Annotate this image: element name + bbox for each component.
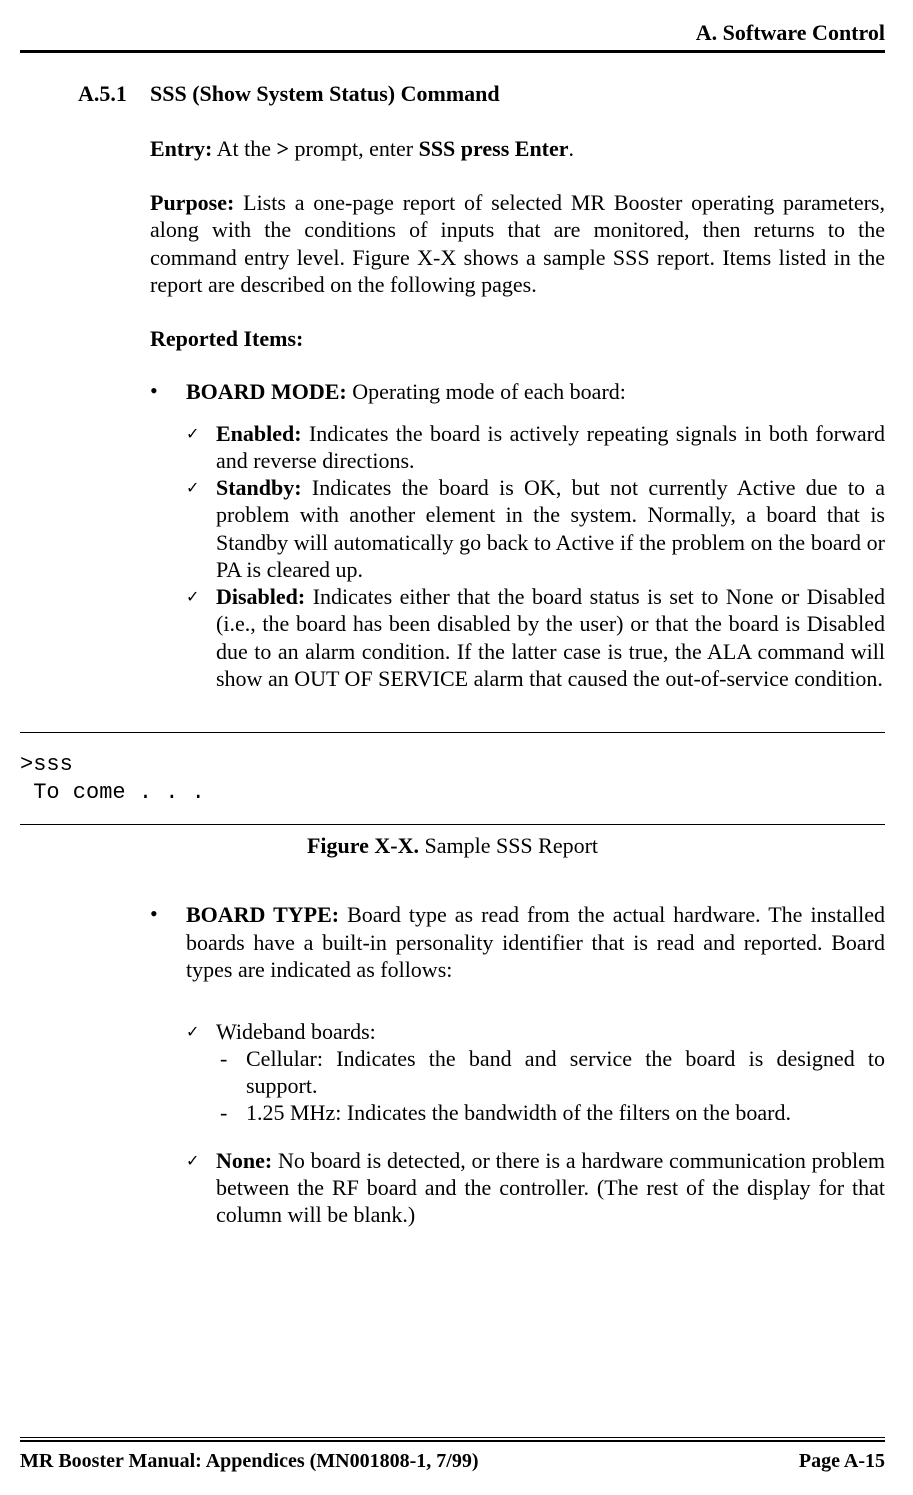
disabled-label: Disabled: (216, 584, 305, 609)
reported-label-text: Reported Items: (150, 326, 303, 351)
boardtype-bullet: • BOARD TYPE: Board type as read from th… (150, 901, 885, 984)
cellular-row: - Cellular: Indicates the band and servi… (216, 1045, 885, 1100)
wideband-row: ✓ Wideband boards: - Cellular: Indicates… (186, 1018, 885, 1127)
boardmode-bullet: • BOARD MODE: Operating mode of each boa… (150, 378, 885, 406)
check-icon: ✓ (186, 1018, 216, 1127)
footer: MR Booster Manual: Appendices (MN001808-… (20, 1437, 885, 1473)
cellular-text: Cellular: Indicates the band and service… (246, 1045, 885, 1100)
mhz-text: 1.25 MHz: Indicates the bandwidth of the… (246, 1099, 885, 1126)
header-title: A. Software Control (20, 20, 885, 46)
entry-prompt: > (277, 136, 290, 161)
mhz-row: - 1.25 MHz: Indicates the bandwidth of t… (216, 1099, 885, 1126)
bullet-icon: • (150, 901, 186, 984)
standby-row: ✓ Standby: Indicates the board is OK, bu… (186, 474, 885, 583)
boardtype-label: BOARD TYPE: (186, 902, 339, 927)
footer-right: Page A-15 (799, 1450, 885, 1473)
bullet-icon: • (150, 378, 186, 406)
header-rule (20, 50, 885, 53)
purpose-label: Purpose: (150, 190, 234, 215)
none-label: None: (216, 1148, 272, 1173)
figure-label: Figure X-X. (307, 833, 419, 858)
footer-left: MR Booster Manual: Appendices (MN001808-… (20, 1450, 479, 1473)
none-row: ✓ None: No board is detected, or there i… (186, 1147, 885, 1229)
dash-icon: - (216, 1099, 246, 1126)
disabled-text: Indicates either that the board status i… (216, 584, 885, 691)
check-icon: ✓ (186, 1147, 216, 1229)
figure-text: Sample SSS Report (419, 833, 598, 858)
check-icon: ✓ (186, 583, 216, 692)
enabled-label: Enabled: (216, 421, 302, 446)
code-line1: >sss (20, 752, 73, 777)
entry-para: Entry: At the > prompt, enter SSS press … (150, 135, 885, 163)
boardmode-label: BOARD MODE: (186, 379, 347, 404)
dash-icon: - (216, 1045, 246, 1100)
entry-post: . (569, 136, 575, 161)
entry-label: Entry: (150, 136, 212, 161)
section-number: A.5.1 (78, 81, 150, 107)
none-text: No board is detected, or there is a hard… (216, 1148, 885, 1228)
check-icon: ✓ (186, 474, 216, 583)
enabled-text: Indicates the board is actively repeatin… (216, 421, 885, 473)
boardmode-text: Operating mode of each board: (347, 379, 626, 404)
figure-caption: Figure X-X. Sample SSS Report (20, 833, 885, 859)
enabled-row: ✓ Enabled: Indicates the board is active… (186, 420, 885, 475)
standby-text: Indicates the board is OK, but not curre… (216, 475, 885, 582)
wideband-label: Wideband boards: (216, 1019, 376, 1044)
section-title: SSS (Show System Status) Command (150, 81, 500, 107)
entry-cmd: SSS press Enter (419, 136, 569, 161)
code-line2: To come . . . (20, 780, 205, 805)
figure-rule-bottom (20, 824, 885, 825)
entry-pre: At the (212, 136, 276, 161)
standby-label: Standby: (216, 475, 302, 500)
check-icon: ✓ (186, 420, 216, 475)
purpose-text: Lists a one-page report of selected MR B… (150, 190, 885, 298)
reported-label: Reported Items: (150, 325, 885, 353)
disabled-row: ✓ Disabled: Indicates either that the bo… (186, 583, 885, 692)
code-block: >sss To come . . . (20, 733, 885, 824)
purpose-para: Purpose: Lists a one-page report of sele… (150, 189, 885, 299)
entry-mid: prompt, enter (289, 136, 419, 161)
